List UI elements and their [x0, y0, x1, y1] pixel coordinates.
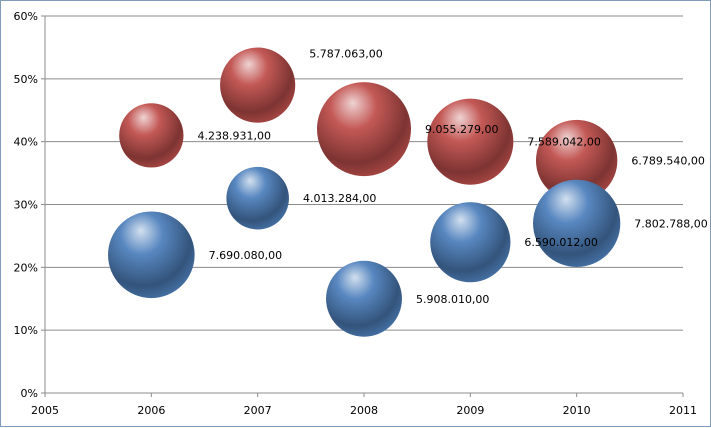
- data-label: 7.802.788,00: [634, 217, 707, 230]
- bubble: [533, 179, 621, 267]
- x-tick-label: 2006: [137, 404, 165, 417]
- data-label: 7.690.080,00: [209, 249, 282, 262]
- bubble: [317, 82, 411, 177]
- bubble: [430, 202, 511, 283]
- data-label: 4.238.931,00: [197, 129, 270, 142]
- bubble: [326, 260, 402, 337]
- data-label: 4.013.284,00: [303, 192, 376, 205]
- x-tick-label: 2010: [563, 404, 591, 417]
- bubble: [119, 103, 184, 168]
- x-tick-label: 2005: [31, 404, 59, 417]
- data-label: 5.787.063,00: [309, 48, 382, 61]
- x-tick-label: 2007: [244, 404, 272, 417]
- y-tick-label: 60%: [14, 10, 38, 23]
- data-label: 6.789.540,00: [631, 155, 704, 168]
- x-tick-label: 2009: [456, 404, 484, 417]
- data-label: 7.589.042,00: [527, 136, 600, 149]
- axes: 0% 10% 20% 30% 40% 50% 60% 2005 2006 2007 2008 2009…: [14, 10, 697, 417]
- x-tick-label: 2011: [669, 404, 697, 417]
- data-label: 5.908.010,00: [416, 293, 489, 306]
- y-tick-label: 10%: [14, 324, 38, 337]
- bubble: [220, 47, 296, 123]
- y-tick-label: 20%: [14, 261, 38, 274]
- data-label: 9.055.279,00: [425, 123, 498, 136]
- bubble: [535, 119, 618, 202]
- y-tick-label: 50%: [14, 73, 38, 86]
- y-tick-label: 0%: [21, 387, 38, 400]
- bubble: [427, 98, 514, 185]
- y-tick-label: 30%: [14, 199, 38, 212]
- bubble: [108, 211, 195, 299]
- x-tick-label: 2008: [350, 404, 378, 417]
- y-tick-label: 40%: [14, 136, 38, 149]
- data-labels: 4.238.931,00 5.787.063,00 9.055.279,00 7.58…: [197, 48, 707, 306]
- data-label: 6.590.012,00: [524, 236, 597, 249]
- bubbles: [108, 47, 621, 337]
- bubble: [226, 166, 289, 230]
